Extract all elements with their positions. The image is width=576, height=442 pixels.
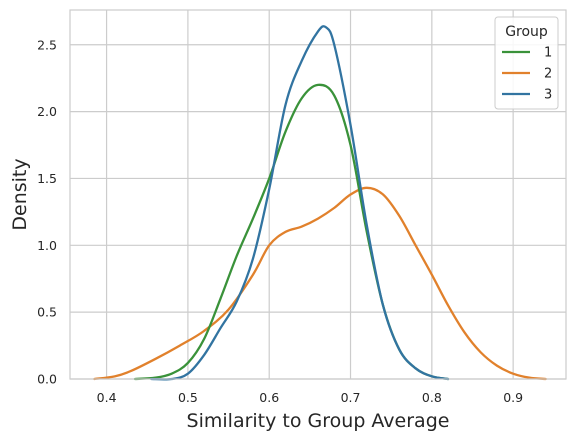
x-tick-label: 0.8 xyxy=(422,390,442,405)
y-tick-label: 0.5 xyxy=(37,305,57,320)
y-tick-labels: 0.0 0.5 1.0 1.5 2.0 2.5 xyxy=(37,37,57,386)
plot-frame xyxy=(69,9,567,380)
y-tick-label: 2.5 xyxy=(37,37,57,52)
x-tick-label: 0.7 xyxy=(341,390,361,405)
x-axis-title: Similarity to Group Average xyxy=(187,410,450,432)
legend-label-group-2: 2 xyxy=(544,67,552,82)
legend-box xyxy=(494,16,559,110)
x-tick-label: 0.6 xyxy=(259,390,279,405)
legend-items: 1 2 3 xyxy=(502,46,552,103)
x-tick-label: 0.9 xyxy=(503,390,523,405)
y-tick-label: 1.5 xyxy=(37,171,57,186)
x-tick-label: 0.5 xyxy=(178,390,198,405)
legend-label-group-1: 1 xyxy=(544,46,552,61)
density-line-group-2 xyxy=(93,186,547,381)
x-tick-labels: 0.4 0.5 0.6 0.7 0.8 0.9 xyxy=(97,390,523,405)
legend-title: Group xyxy=(505,24,548,40)
legend: Group 1 2 3 xyxy=(494,16,559,110)
plot-lines xyxy=(93,25,547,381)
y-tick-label: 0.0 xyxy=(37,372,57,387)
density-line-group-1 xyxy=(133,83,450,381)
y-axis-title: Density xyxy=(9,158,31,230)
y-tick-label: 2.0 xyxy=(37,104,57,119)
grid xyxy=(70,10,566,380)
y-tick-label: 1.0 xyxy=(37,238,57,253)
density-line-group-3 xyxy=(150,25,450,381)
x-tick-label: 0.4 xyxy=(97,390,117,405)
legend-label-group-3: 3 xyxy=(544,88,552,103)
